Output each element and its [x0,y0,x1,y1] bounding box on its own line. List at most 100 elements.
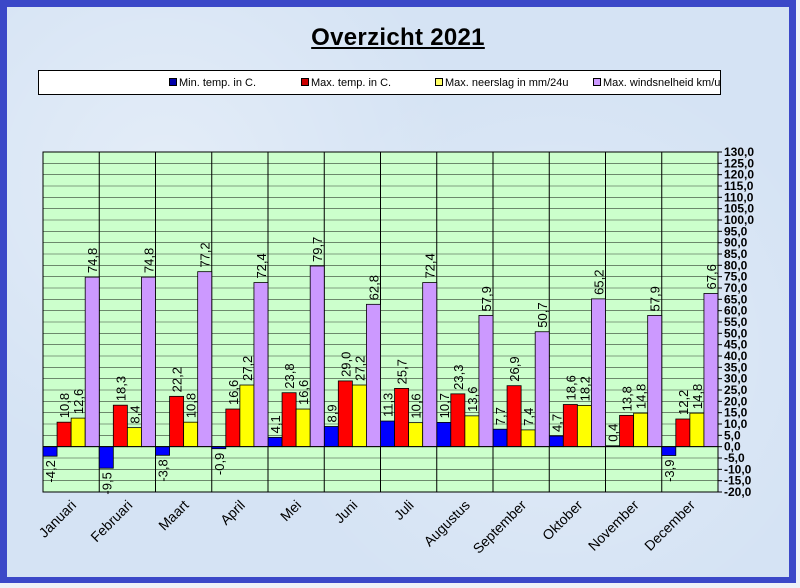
bar-max.-mei [281,392,297,448]
bar-max.-maart [197,271,213,448]
bar-max.-mei [295,408,311,448]
data-label: 18,3 [113,376,128,401]
y-tick-label: 120,0 [724,168,754,182]
bar-max.-april [225,408,241,448]
y-tick-label: 100,0 [724,213,754,227]
data-label: 67,6 [704,264,719,289]
legend-item-min-temp: Min. temp. in C. [169,77,256,89]
data-label: 16,6 [296,380,311,405]
category-label: Maart [155,497,192,534]
y-tick-label: -5,0 [724,451,745,465]
bar-max.-augustus [464,415,480,448]
data-label: 74,8 [85,248,100,273]
bar-max.-september [506,385,522,448]
bar-max.-januari [56,421,72,448]
data-label: 10,6 [409,393,424,418]
legend: Min. temp. in C. Max. temp. in C. Max. n… [38,70,721,95]
bar-max.-maart [183,421,199,448]
bar-min.-september [492,428,508,448]
y-tick-label: 130,0 [724,145,754,159]
bar-max.-september [520,429,536,448]
data-label: 25,7 [395,359,410,384]
bar-max.-oktober [562,404,578,448]
data-label: 16,6 [226,380,241,405]
data-label: 8,4 [127,406,142,424]
data-label: 11,3 [381,393,396,417]
bar-max.-november [619,414,635,448]
y-tick-label: -15,0 [724,474,752,488]
category-label: Juli [391,497,417,523]
category-label: April [217,497,248,528]
data-label: 79,7 [310,237,325,262]
data-label: 23,3 [451,365,466,390]
category-label: Oktober [539,497,586,544]
bar-max.-december [689,412,705,448]
legend-item-max-temp: Max. temp. in C. [301,77,391,89]
y-tick-label: 90,0 [724,236,748,250]
category-label: Mei [277,497,304,524]
category-label: Februari [87,497,135,545]
data-label: -9,5 [99,472,114,494]
data-label: 14,8 [634,384,649,409]
y-tick-label: 50,0 [724,326,748,340]
data-label: 72,4 [254,253,269,278]
y-tick-label: 65,0 [724,292,748,306]
category-label: Augustus [420,497,473,550]
data-label: 50,7 [535,302,550,327]
bar-max.-december [703,293,719,448]
bar-max.-augustus [450,393,466,448]
chart-title: Overzicht 2021 [311,24,485,51]
bar-min.-juni [323,426,339,448]
bar-min.-januari [42,446,58,457]
data-label: 4,1 [268,415,283,433]
data-label: 57,9 [479,286,494,311]
bar-max.-juli [408,422,424,448]
legend-item-wind: Max. windsnelheid km/u [593,77,720,89]
y-tick-label: 105,0 [724,202,754,216]
data-label: 10,8 [184,393,199,418]
category-label: Januari [35,497,79,541]
legend-swatch-min-temp [169,78,177,86]
legend-label: Max. windsnelheid km/u [603,77,721,89]
y-tick-label: 45,0 [724,338,748,352]
data-label: 77,2 [198,242,213,267]
bar-min.-maart [155,446,170,456]
bar-max.-oktober [576,405,592,448]
data-label: 8,9 [324,404,339,422]
y-tick-label: 25,0 [724,383,748,397]
bar-max.-januari [84,276,100,448]
y-tick-label: 75,0 [724,270,748,284]
data-label: 13,6 [465,387,480,412]
bar-max.-juni [337,380,353,448]
y-tick-label: 60,0 [724,304,748,318]
bar-max.-februari [141,276,156,448]
bar-max.-januari [70,417,86,448]
bar-min.-december [661,446,677,456]
data-label: -0,9 [212,453,227,475]
bar-max.-april [239,384,255,448]
bar-max.-juni [366,303,381,448]
data-label: 14,8 [690,384,705,409]
y-tick-label: 95,0 [724,224,748,238]
y-tick-label: 10,0 [724,417,748,431]
bar-min.-mei [267,436,283,448]
y-tick-label: 115,0 [724,179,754,193]
data-label: 27,2 [352,356,367,381]
data-label: 12,6 [71,389,86,414]
y-tick-label: 80,0 [724,258,748,272]
data-label: 10,7 [437,393,452,418]
y-tick-label: -10,0 [724,462,752,476]
bar-min.-februari [98,446,114,469]
bar-max.-juli [394,388,410,448]
bar-max.-december [675,418,691,448]
bar-max.-juli [422,282,438,448]
bar-max.-mei [309,265,325,448]
data-label: -4,2 [43,460,58,482]
data-label: 7,7 [493,407,508,425]
bar-min.-juli [380,420,395,448]
data-label: 27,2 [240,356,255,381]
y-tick-label: 15,0 [724,406,748,420]
category-label: September [470,497,530,557]
data-label: 62,8 [366,275,381,300]
